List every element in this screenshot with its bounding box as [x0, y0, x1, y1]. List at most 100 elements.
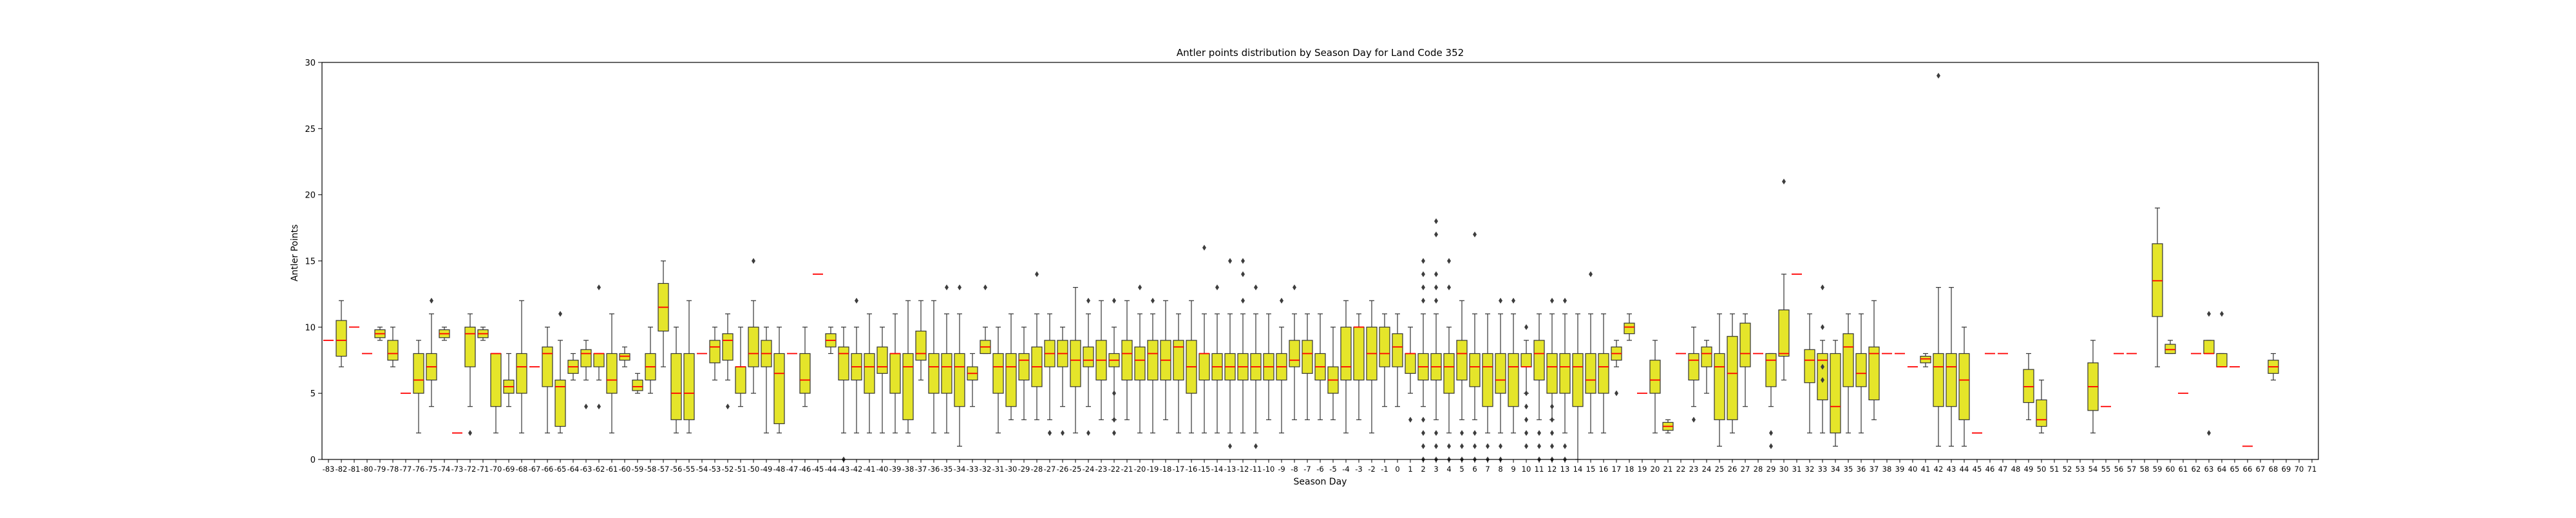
box-group [2216, 311, 2228, 367]
box [1598, 353, 1609, 394]
box-group [1405, 326, 1416, 423]
x-tick-label: 33 [1818, 465, 1828, 474]
x-tick-label: -39 [889, 465, 902, 474]
box [1482, 353, 1493, 407]
box-group [1662, 419, 1674, 434]
x-tick-label: -25 [1070, 465, 1082, 474]
x-tick-label: -77 [400, 465, 412, 474]
x-tick-label: 35 [1844, 465, 1853, 474]
box-group [1327, 326, 1339, 420]
box-group [387, 326, 399, 367]
x-tick-label: -22 [1108, 465, 1121, 474]
box-group [632, 373, 643, 394]
x-tick-label: -49 [761, 465, 773, 474]
outlier-point [1769, 443, 1773, 449]
x-tick-label: -35 [941, 465, 953, 474]
box-group [1933, 73, 1944, 447]
box-group [1121, 300, 1133, 420]
outlier-point [1434, 284, 1438, 291]
box-group [1186, 300, 1197, 434]
box-group [1083, 297, 1094, 436]
x-tick-label: -23 [1095, 465, 1108, 474]
x-tick-label: -10 [1263, 465, 1275, 474]
box [1765, 353, 1777, 387]
box-group [336, 300, 347, 367]
box-group [838, 326, 849, 463]
box [735, 366, 746, 394]
box-group [1224, 258, 1236, 449]
x-tick-label: -57 [658, 465, 670, 474]
x-tick-label: -81 [348, 465, 361, 474]
box-group [1830, 340, 1841, 447]
box-group [1353, 313, 1365, 420]
x-tick-label: 26 [1728, 465, 1738, 474]
box [1005, 353, 1017, 407]
x-tick-label: -17 [1173, 465, 1185, 474]
x-tick-label: 42 [1934, 465, 1944, 474]
box [580, 349, 592, 367]
y-tick-label: 15 [305, 257, 316, 267]
box-group [1057, 326, 1068, 436]
outlier-point [1254, 443, 1258, 449]
box-group [1237, 258, 1249, 434]
box-group [1804, 313, 1815, 434]
x-tick-label: -59 [632, 465, 644, 474]
box [1392, 333, 1403, 367]
x-tick-label: -7 [1303, 465, 1311, 474]
box-group [1855, 313, 1867, 434]
y-tick-label: 0 [310, 456, 316, 465]
x-tick-label: 65 [2230, 465, 2240, 474]
box-group [1649, 340, 1661, 434]
box-group [670, 326, 682, 434]
outlier-point [1937, 73, 1940, 79]
outlier-point [2207, 311, 2211, 317]
x-tick-label: -43 [838, 465, 850, 474]
outlier-point [1112, 416, 1116, 423]
box-group [606, 313, 618, 434]
box [2036, 399, 2047, 427]
outlier-point [1112, 390, 1116, 396]
box [1739, 322, 1751, 367]
x-tick-label: 0 [1395, 465, 1399, 474]
outlier-point [1421, 430, 1425, 436]
box-group [941, 284, 952, 434]
x-tick-label: -41 [864, 465, 876, 474]
box-group [1727, 313, 1738, 434]
x-tick-label: -76 [413, 465, 425, 474]
outlier-point [1280, 297, 1283, 304]
box [1018, 353, 1030, 381]
box [632, 379, 643, 391]
box-group [1070, 287, 1081, 434]
x-tick-label: -67 [529, 465, 541, 474]
y-axis: 0 5 10 15 20 25 30 [305, 59, 322, 465]
outlier-point [1524, 416, 1528, 423]
x-tick-label: -55 [683, 465, 696, 474]
outlier-point [752, 258, 755, 264]
x-tick-label: 67 [2256, 465, 2266, 474]
x-tick-label: -9 [1278, 465, 1285, 474]
outlier-point [1434, 271, 1438, 277]
box [1559, 353, 1571, 394]
x-tick-label: -20 [1134, 465, 1146, 474]
box [2164, 344, 2176, 355]
x-tick-label: -70 [490, 465, 502, 474]
x-tick-label: -61 [606, 465, 618, 474]
x-tick-label: -79 [374, 465, 386, 474]
box-group [439, 326, 450, 341]
x-tick-label: 17 [1612, 465, 1622, 474]
box-group [1095, 300, 1107, 420]
box-group [1739, 313, 1751, 407]
x-tick-label: -80 [361, 465, 374, 474]
x-tick-label: 71 [2307, 465, 2317, 474]
x-tick-label: -45 [812, 465, 824, 474]
box-group [1520, 324, 1532, 449]
box [2023, 369, 2034, 403]
y-tick-label: 30 [305, 59, 316, 68]
x-tick-label: 62 [2192, 465, 2201, 474]
x-tick-label: -58 [645, 465, 657, 474]
outlier-point [1537, 430, 1541, 436]
box [1533, 340, 1545, 381]
outlier-point [1035, 271, 1039, 277]
